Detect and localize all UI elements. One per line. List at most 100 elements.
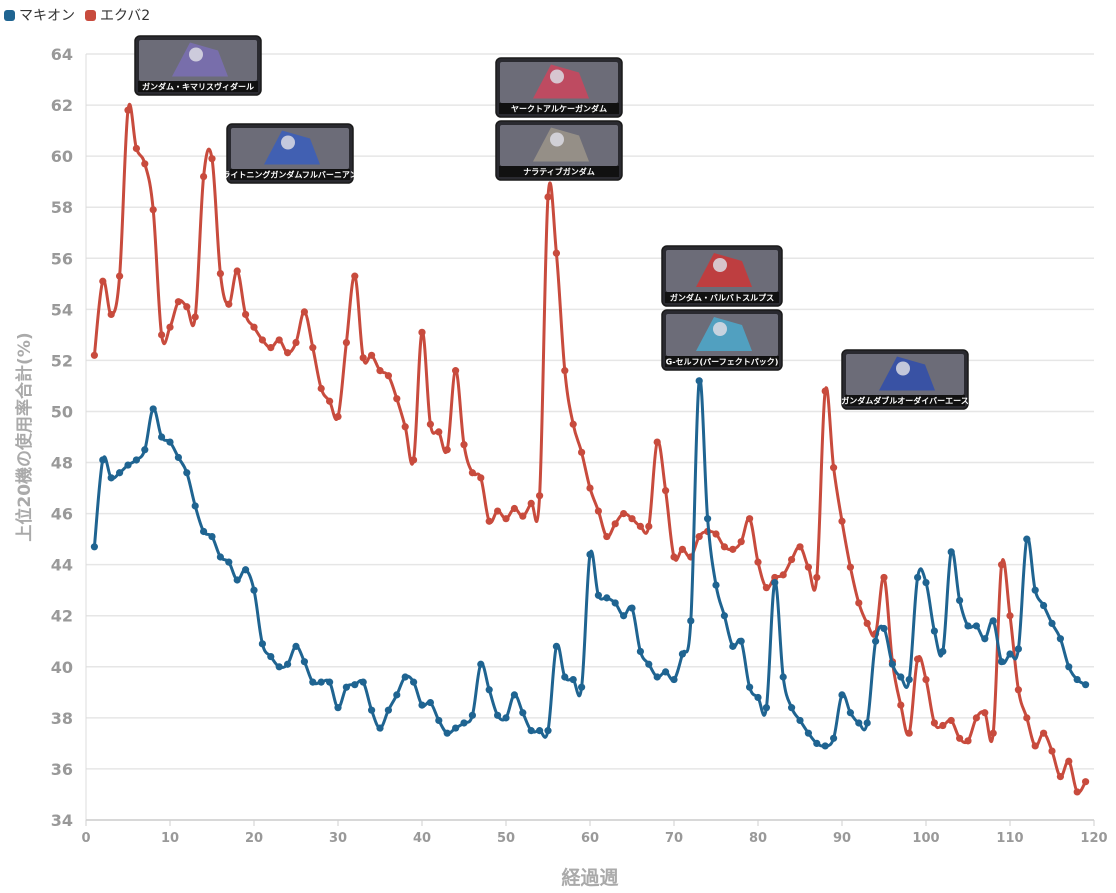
data-point (586, 484, 594, 492)
x-tick-label: 20 (245, 831, 263, 846)
x-tick-label: 60 (581, 831, 599, 846)
thumbnail-caption-bar (230, 169, 350, 180)
data-point (1056, 772, 1064, 781)
thumbnail-mech-thumbnail: ナラティブガンダム (495, 120, 623, 181)
y-tick-label: 40 (51, 658, 73, 677)
thumbnail-caption-bar (138, 81, 258, 92)
data-point (233, 267, 241, 275)
x-tick-label: 100 (912, 831, 939, 846)
data-point (779, 571, 787, 579)
legend-item-exvs2[interactable]: エクバ2 (85, 5, 150, 25)
thumbnail-mech-thumbnail: ガンダム・バルバトスルプス (661, 245, 783, 307)
data-point (216, 269, 224, 278)
data-point (594, 591, 603, 599)
data-point (544, 193, 552, 201)
data-point (636, 522, 645, 530)
data-point (771, 578, 779, 587)
data-point (267, 344, 275, 352)
data-point (326, 397, 334, 405)
data-point (284, 349, 292, 357)
data-point (116, 272, 124, 280)
data-point (930, 719, 939, 727)
data-point (880, 573, 888, 582)
data-point (527, 727, 535, 735)
data-point (376, 724, 384, 732)
data-point (788, 704, 796, 712)
data-point (804, 563, 813, 571)
y-tick-label: 38 (51, 709, 73, 728)
data-point (485, 517, 493, 525)
data-point (342, 338, 350, 347)
data-point (603, 532, 611, 541)
data-point (788, 555, 796, 564)
data-point (124, 461, 132, 469)
data-point (536, 492, 544, 500)
data-point (670, 553, 678, 561)
data-point (317, 384, 325, 393)
series-makion (90, 377, 1090, 750)
y-tick-label: 60 (51, 147, 73, 166)
data-point (233, 576, 241, 584)
data-point (1014, 686, 1023, 694)
data-point (116, 469, 124, 477)
data-point (838, 517, 846, 525)
data-point (897, 701, 905, 709)
data-point (855, 599, 863, 607)
legend-swatch-makion (4, 9, 15, 21)
x-axis-title: 経過週 (561, 866, 618, 889)
data-point (989, 617, 997, 625)
data-point (376, 367, 384, 375)
data-point (384, 706, 392, 714)
data-point (846, 563, 855, 571)
data-point (250, 586, 258, 594)
data-point (216, 553, 224, 561)
data-point (956, 734, 964, 742)
data-point (771, 573, 779, 582)
data-point (569, 420, 577, 428)
legend-label-makion: マキオン (19, 8, 75, 24)
thumbnail-mech-thumbnail: ガンダム・キマリスヴィダール (134, 35, 262, 96)
x-tick-label: 80 (749, 831, 767, 846)
data-point (678, 545, 687, 553)
thumbnail-mech-thumbnail: ライトニングガンダムフルバーニアン (222, 123, 358, 184)
data-point (762, 584, 771, 592)
y-tick-label: 54 (51, 300, 73, 319)
data-point (645, 660, 653, 668)
data-point (510, 504, 518, 513)
data-point (401, 423, 409, 431)
data-point (636, 647, 645, 656)
data-point (426, 420, 434, 428)
data-point (208, 532, 216, 541)
data-point (989, 729, 997, 737)
y-tick-label: 42 (51, 607, 73, 626)
legend-item-makion[interactable]: マキオン (4, 5, 75, 25)
x-tick-label: 120 (1080, 831, 1107, 846)
data-point (972, 714, 981, 722)
data-point (149, 405, 157, 413)
data-point (628, 604, 636, 612)
data-point (620, 509, 628, 518)
data-point (905, 675, 913, 684)
data-point (720, 543, 729, 551)
x-tick-label: 30 (329, 831, 347, 846)
data-point (132, 456, 140, 464)
y-tick-label: 48 (51, 454, 73, 473)
data-point (653, 438, 661, 446)
y-tick-label: 50 (51, 402, 73, 421)
data-point (267, 652, 275, 661)
y-tick-label: 46 (51, 505, 73, 524)
data-point (502, 515, 510, 523)
data-point (258, 336, 266, 344)
data-point (813, 739, 821, 748)
data-point (90, 543, 98, 551)
thumbnail-caption: ライトニングガンダムフルバーニアン (222, 170, 357, 180)
data-point (1048, 747, 1056, 755)
data-point (460, 719, 468, 727)
thumbnail-caption: G-セルフ(パーフェクトパック) (666, 357, 779, 367)
data-point (384, 372, 392, 380)
data-point (359, 354, 367, 362)
x-tick-label: 70 (665, 831, 683, 846)
mech-head-icon (550, 69, 564, 84)
y-tick-label: 44 (51, 556, 73, 575)
data-point (494, 507, 502, 515)
